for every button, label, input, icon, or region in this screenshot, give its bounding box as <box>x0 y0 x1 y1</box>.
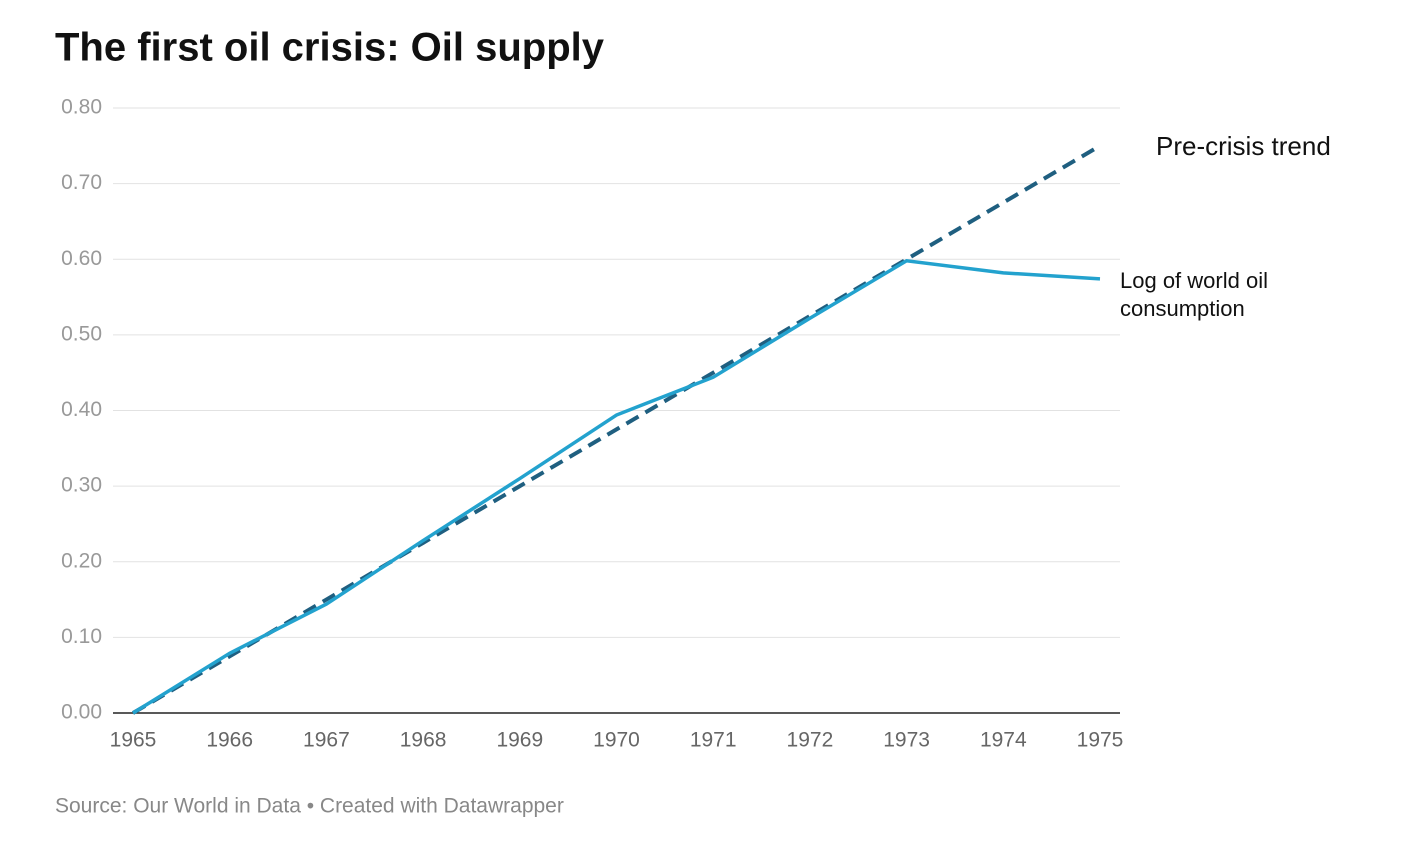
series-label: Pre-crisis trend <box>1156 130 1331 161</box>
x-tick-label: 1966 <box>206 729 253 752</box>
series-line <box>132 258 1101 715</box>
x-tick-label: 1969 <box>496 729 543 752</box>
y-tick-label: 0.10 <box>61 625 102 648</box>
series-label: Log of world oil consumption <box>1120 267 1268 321</box>
y-tick-label: 0.80 <box>61 96 102 119</box>
y-tick-label: 0.30 <box>61 474 102 497</box>
x-tick-label: 1965 <box>110 729 157 752</box>
x-tick-label: 1974 <box>980 729 1027 752</box>
x-tick-label: 1971 <box>690 729 737 752</box>
y-tick-label: 0.60 <box>61 247 102 270</box>
x-tick-label: 1967 <box>303 729 350 752</box>
x-tick-label: 1972 <box>787 729 834 752</box>
x-tick-label: 1973 <box>883 729 930 752</box>
y-tick-label: 0.20 <box>61 549 102 572</box>
y-tick-label: 0.00 <box>61 701 102 724</box>
y-tick-label: 0.70 <box>61 171 102 194</box>
y-tick-label: 0.40 <box>61 398 102 421</box>
y-tick-label: 0.50 <box>61 322 102 345</box>
chart-title: The first oil crisis: Oil supply <box>55 26 605 70</box>
x-tick-label: 1968 <box>400 729 447 752</box>
series-line <box>131 144 1102 715</box>
source-note: Source: Our World in Data • Created with… <box>55 795 564 818</box>
x-tick-label: 1970 <box>593 729 640 752</box>
x-tick-label: 1975 <box>1077 729 1124 752</box>
